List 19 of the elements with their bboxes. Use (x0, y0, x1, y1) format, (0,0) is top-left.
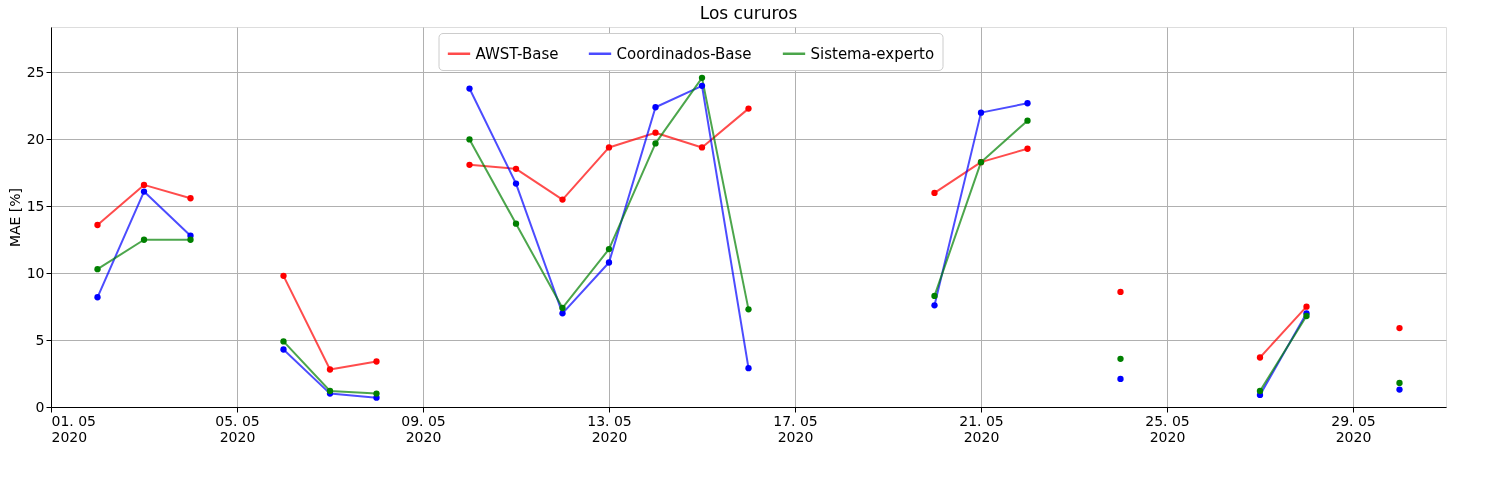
chart-title: Los cururos (699, 3, 798, 23)
x-tick-label: 17. 05 2020 (773, 412, 818, 445)
y-tick-label: 5 (35, 331, 45, 348)
x-tick-label: 05. 05 2020 (215, 412, 260, 445)
x-tick-label: 25. 05 2020 (1145, 412, 1190, 445)
y-tick-label: 15 (26, 197, 45, 214)
legend-label: AWST-Base (475, 44, 559, 63)
x-tick-label: 29. 05 2020 (1331, 412, 1376, 445)
x-tick-label: 13. 05 2020 (587, 412, 632, 445)
x-tick-label: 01. 05 2020 (51, 412, 97, 445)
legend-label: Sistema-experto (810, 44, 935, 63)
y-tick-label: 25 (26, 63, 45, 80)
x-tick-label: 09. 05 2020 (401, 412, 446, 445)
y-tick-label: 10 (26, 264, 45, 281)
y-tick-label: 20 (26, 130, 45, 147)
y-tick-label: 0 (35, 398, 45, 415)
x-tick-label: 21. 05 2020 (959, 412, 1004, 445)
legend-label: Coordinados-Base (616, 44, 752, 63)
y-axis-title: MAE [%] (6, 187, 23, 248)
